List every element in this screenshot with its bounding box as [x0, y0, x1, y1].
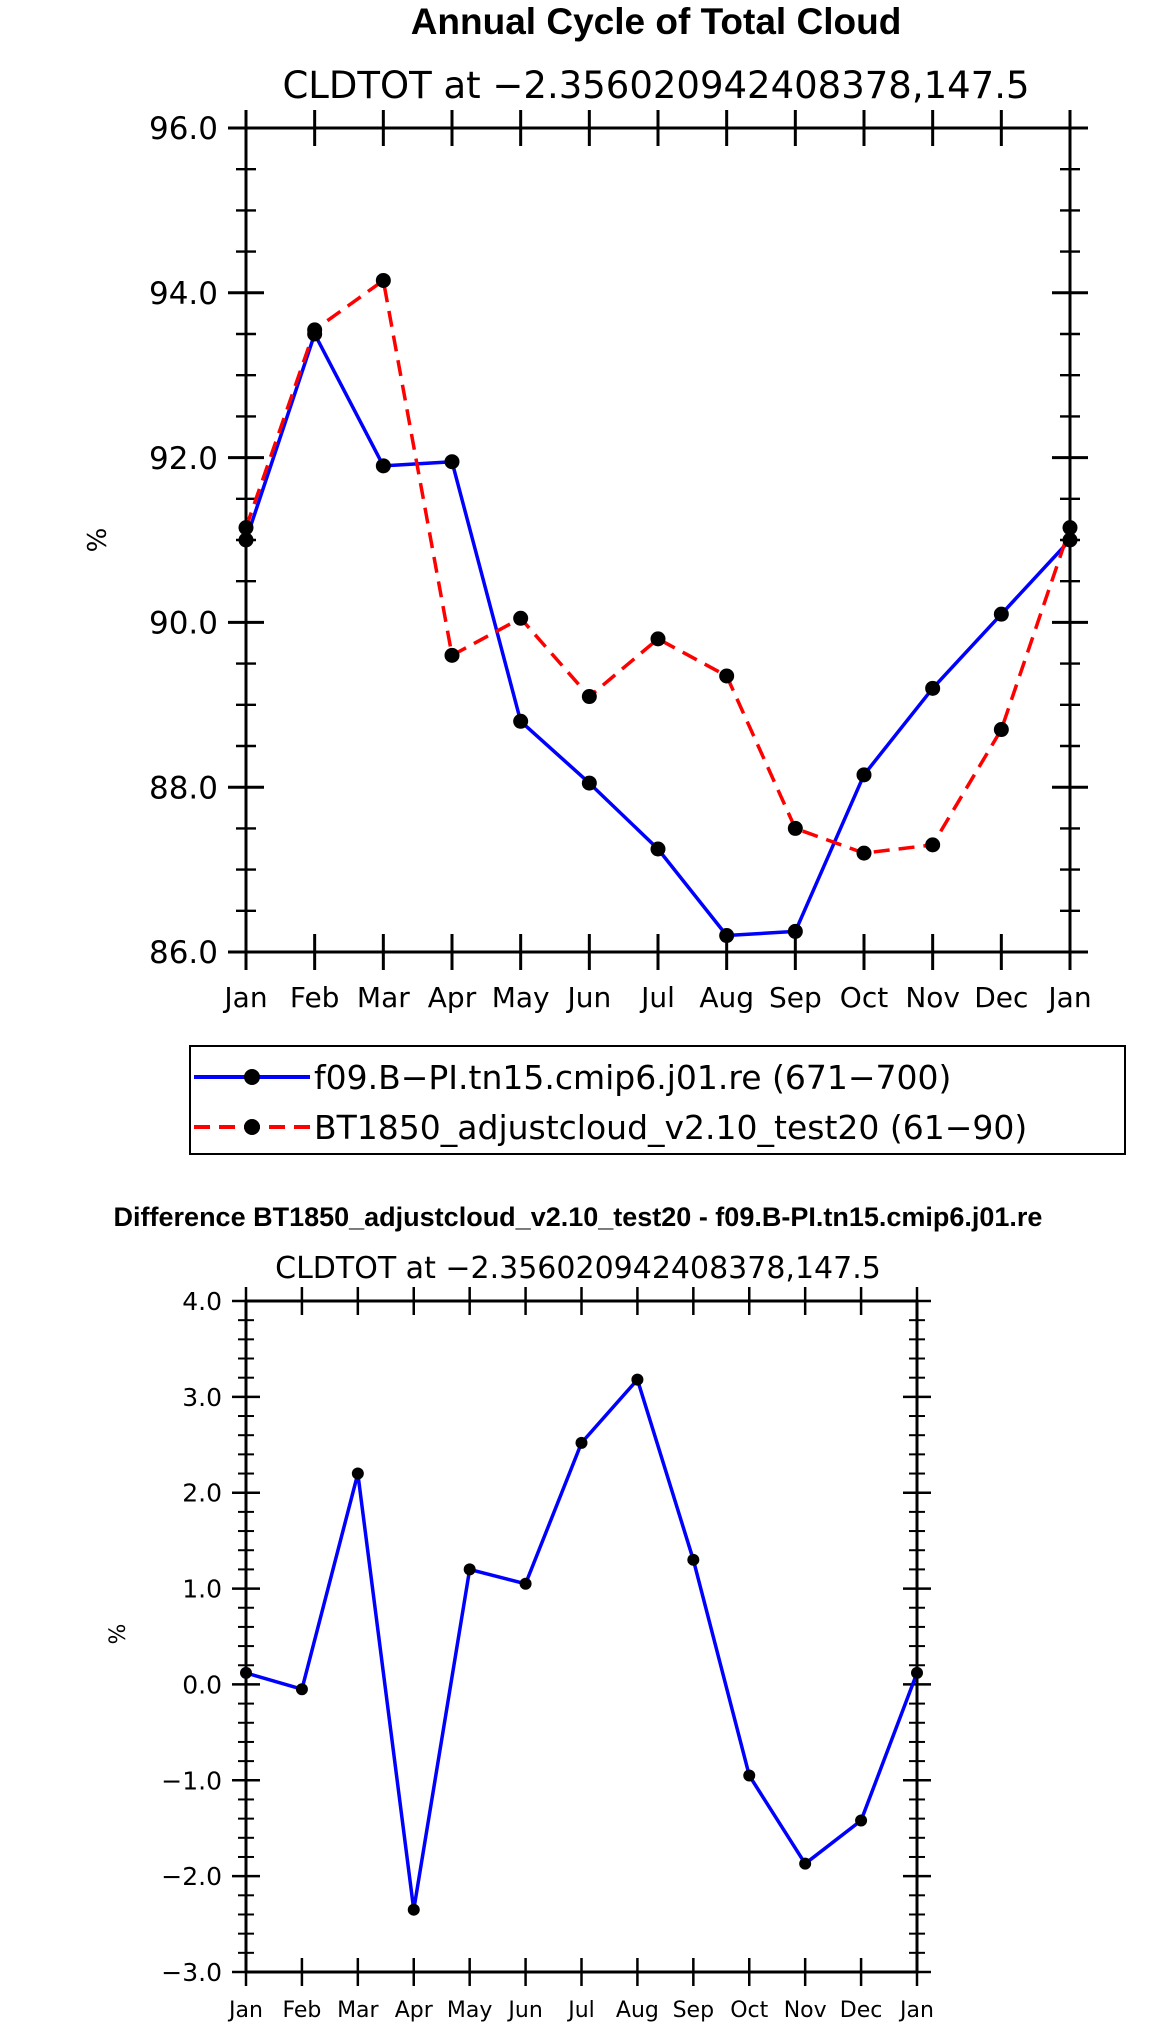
data-point-series-1	[240, 1666, 252, 1679]
y-tick-label: 3.0	[182, 1383, 222, 1412]
bottom-chart-title: Difference BT1850_adjustcloud_v2.10_test…	[114, 1202, 1043, 1232]
data-point-series-1	[925, 680, 941, 696]
y-tick-label: −1.0	[161, 1766, 222, 1795]
data-point-series-1	[787, 923, 803, 939]
data-point-series-1	[911, 1666, 923, 1679]
data-point-series-1	[855, 1814, 868, 1827]
y-tick-label: −2.0	[161, 1862, 222, 1891]
bottom-chart-ylabel: %	[106, 1624, 131, 1645]
y-tick-label: 2.0	[182, 1479, 222, 1508]
bottom-chart-subtitle: CLDTOT at −2.356020942408378,147.5	[275, 1251, 881, 1286]
legend-label-series-2: BT1850_adjustcloud_v2.10_test20 (61−90)	[314, 1108, 1027, 1147]
x-tick-label: Jun	[565, 981, 611, 1014]
y-tick-label: 86.0	[149, 935, 218, 971]
data-point-series-1	[444, 454, 460, 470]
top-chart-subtitle: CLDTOT at −2.356020942408378,147.5	[282, 64, 1029, 107]
data-point-series-1	[856, 767, 872, 783]
data-point-series-2	[1062, 520, 1078, 536]
data-point-series-2	[925, 837, 941, 853]
series-line-1	[245, 1377, 919, 1912]
legend-marker-series-1	[244, 1069, 260, 1085]
x-tick-label: Oct	[730, 1998, 768, 2023]
legend: f09.B−PI.tn15.cmip6.j01.re (671−700) BT1…	[189, 1045, 1126, 1155]
data-point-series-2	[993, 722, 1009, 738]
x-tick-label: May	[447, 1998, 492, 2023]
data-point-series-1	[238, 532, 254, 548]
y-tick-label: 0.0	[182, 1670, 222, 1699]
data-point-series-2	[444, 647, 460, 663]
plot-frame	[244, 126, 1072, 954]
data-point-series-1	[513, 713, 529, 729]
x-tick-label: Jan	[227, 1998, 263, 2023]
data-point-series-2	[650, 631, 666, 647]
data-point-series-1	[407, 1903, 420, 1916]
x-tick-label: May	[492, 981, 550, 1014]
y-tick-label: 96.0	[149, 111, 218, 147]
data-point-series-1	[993, 606, 1009, 622]
data-point-series-1	[650, 841, 666, 857]
x-tick-label: Sep	[769, 981, 822, 1014]
x-tick-label: Jul	[566, 1998, 595, 2023]
data-point-series-2	[787, 820, 803, 836]
x-tick-label: Feb	[282, 1998, 321, 2023]
x-tick-label: Nov	[784, 1998, 827, 2023]
data-point-series-2	[581, 689, 597, 705]
legend-label-series-1: f09.B−PI.tn15.cmip6.j01.re (671−700)	[314, 1058, 951, 1097]
y-tick-label: 88.0	[149, 770, 218, 806]
top-chart-ylabel: %	[83, 528, 113, 553]
plot-frame	[244, 1299, 919, 1974]
x-tick-label: Mar	[357, 981, 410, 1014]
data-point-series-1	[295, 1683, 308, 1696]
y-tick-label: 94.0	[149, 276, 218, 312]
top-chart-title: Annual Cycle of Total Cloud	[411, 1, 902, 42]
data-point-series-2	[307, 322, 323, 338]
data-point-series-1	[1062, 532, 1078, 548]
data-point-series-2	[375, 272, 391, 288]
x-tick-label: Jun	[506, 1998, 542, 2023]
x-tick-label: Aug	[616, 1998, 659, 2023]
x-tick-label: Oct	[840, 981, 888, 1014]
data-point-series-1	[581, 775, 597, 791]
y-tick-label: 92.0	[149, 441, 218, 477]
data-point-series-1	[519, 1577, 532, 1590]
x-tick-label: Jan	[1046, 981, 1091, 1014]
data-point-series-2	[238, 520, 254, 536]
x-tick-label: Feb	[290, 981, 340, 1014]
top-plot-area: 86.0 88.0 90.0 92.0 94.0 96.0 Jan Feb Mar Apr May J…	[149, 110, 1092, 1014]
data-point-series-2	[856, 845, 872, 861]
y-tick-label: −3.0	[161, 1958, 222, 1987]
x-tick-label: Mar	[337, 1998, 379, 2023]
legend-box	[189, 1045, 1126, 1155]
data-point-series-1	[463, 1563, 476, 1576]
bottom-plot-area: −3.0 −2.0 −1.0 0.0 1.0 2.0 3.0 4.0 Jan Feb Mar Apr M…	[161, 1287, 934, 2023]
data-point-series-1	[799, 1857, 812, 1870]
data-point-series-1	[719, 928, 735, 944]
x-tick-label: Nov	[905, 981, 960, 1014]
x-tick-label: Apr	[428, 981, 477, 1014]
data-point-series-1	[575, 1436, 588, 1449]
x-tick-label: Jan	[222, 981, 267, 1014]
y-tick-label: 1.0	[182, 1575, 222, 1604]
data-point-series-1	[375, 458, 391, 474]
data-point-series-1	[687, 1553, 700, 1566]
data-point-series-2	[719, 668, 735, 684]
data-point-series-1	[351, 1467, 364, 1480]
data-point-series-1	[743, 1769, 756, 1782]
x-tick-label: Apr	[395, 1998, 434, 2023]
legend-marker-series-2	[244, 1119, 260, 1135]
x-tick-label: Jul	[639, 981, 675, 1014]
x-tick-label: Dec	[974, 981, 1028, 1014]
data-point-series-1	[631, 1373, 644, 1386]
data-point-series-2	[513, 610, 529, 626]
y-tick-label: 90.0	[149, 606, 218, 642]
x-tick-label: Dec	[840, 1998, 883, 2023]
x-tick-label: Jan	[898, 1998, 934, 2023]
series-line-2	[244, 278, 1072, 855]
y-tick-label: 4.0	[182, 1287, 222, 1316]
x-tick-label: Aug	[699, 981, 754, 1014]
x-tick-label: Sep	[673, 1998, 714, 2023]
